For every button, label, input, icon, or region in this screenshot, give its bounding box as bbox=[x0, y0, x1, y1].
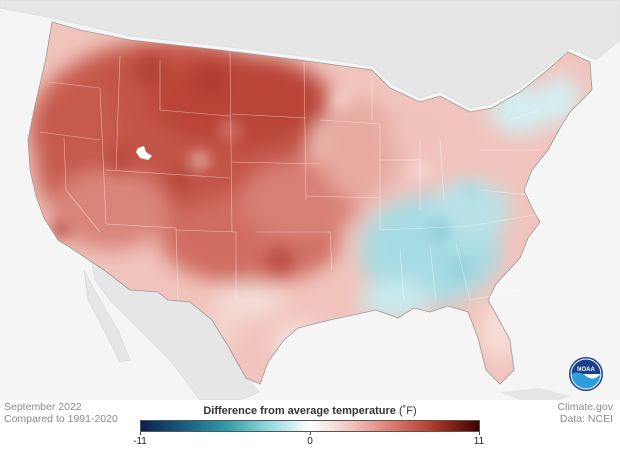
tick-label-mid: 0 bbox=[307, 436, 313, 447]
legend-title-text: Difference from average temperature bbox=[203, 405, 396, 417]
colorbar bbox=[140, 420, 480, 432]
noaa-logo: NOAA bbox=[569, 357, 603, 391]
credit-label: Climate.gov bbox=[557, 401, 613, 413]
footer-left: September 2022 Compared to 1991-2020 bbox=[4, 401, 118, 425]
baja-california bbox=[83, 269, 131, 363]
tick-mark-min bbox=[140, 432, 141, 435]
baseline-label: Compared to 1991-2020 bbox=[4, 413, 118, 425]
footer-right: Climate.gov Data: NCEI bbox=[558, 401, 613, 425]
legend-unit: (˚F) bbox=[398, 405, 417, 417]
tick-mark-max bbox=[479, 432, 480, 435]
cuba-landmass bbox=[500, 388, 570, 400]
temperature-anomaly-map bbox=[0, 0, 620, 400]
canada-landmass bbox=[0, 0, 620, 109]
great-salt-lake bbox=[136, 146, 152, 160]
data-source-label: Data: NCEI bbox=[559, 413, 613, 425]
state-borders bbox=[39, 49, 541, 301]
noaa-logo-text: NOAA bbox=[577, 367, 595, 373]
tick-mark-mid bbox=[310, 432, 311, 435]
date-label: September 2022 bbox=[4, 401, 82, 413]
tick-label-max: 11 bbox=[473, 436, 485, 447]
tick-label-min: -11 bbox=[133, 436, 147, 447]
legend-title: Difference from average temperature (˚F) bbox=[140, 405, 480, 417]
